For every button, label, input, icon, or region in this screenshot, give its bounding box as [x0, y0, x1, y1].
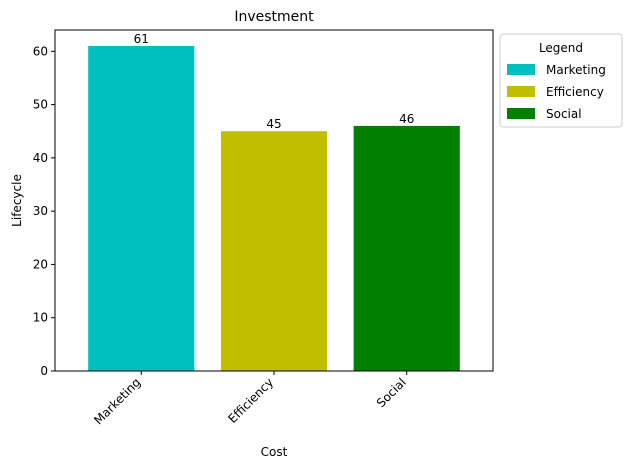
legend-entry-label: Efficiency	[546, 85, 604, 99]
legend-title: Legend	[539, 41, 583, 55]
bar-value-label: 45	[266, 117, 281, 131]
legend-swatch	[507, 108, 535, 119]
legend-box	[499, 33, 623, 128]
y-tick-label: 40	[33, 151, 48, 165]
y-tick-label: 10	[33, 311, 48, 325]
legend-entries: Marketing Efficiency Social	[507, 63, 606, 121]
bar-labels-group: 61 45 46	[134, 32, 415, 131]
bar-efficiency	[220, 131, 328, 371]
chart-title: Investment	[234, 9, 314, 25]
x-axis-ticks: Marketing Efficiency Social	[91, 371, 409, 427]
bar-marketing	[88, 45, 195, 371]
y-tick-label: 0	[40, 364, 48, 378]
bar-value-label: 61	[134, 32, 149, 46]
y-tick-label: 60	[33, 44, 48, 58]
x-tick-label: Marketing	[91, 375, 143, 427]
legend-swatch	[507, 64, 535, 75]
x-axis-label: Cost	[261, 445, 288, 459]
bar-value-label: 46	[399, 112, 414, 126]
y-tick-label: 20	[33, 257, 48, 271]
bar-social	[353, 125, 460, 371]
x-tick-label: Efficiency	[225, 375, 276, 426]
x-tick-label: Social	[374, 375, 409, 410]
bars-group	[88, 45, 460, 371]
legend-entry-label: Marketing	[546, 63, 606, 77]
y-tick-label: 50	[33, 98, 48, 112]
y-axis-ticks: 0 10 20 30 40 50 60	[33, 44, 55, 378]
legend-entry-label: Social	[546, 107, 582, 121]
legend: Legend Marketing Efficiency Social	[499, 33, 623, 128]
y-axis-label: Lifecycle	[10, 174, 24, 227]
legend-swatch	[507, 86, 535, 97]
y-tick-label: 30	[33, 204, 48, 218]
